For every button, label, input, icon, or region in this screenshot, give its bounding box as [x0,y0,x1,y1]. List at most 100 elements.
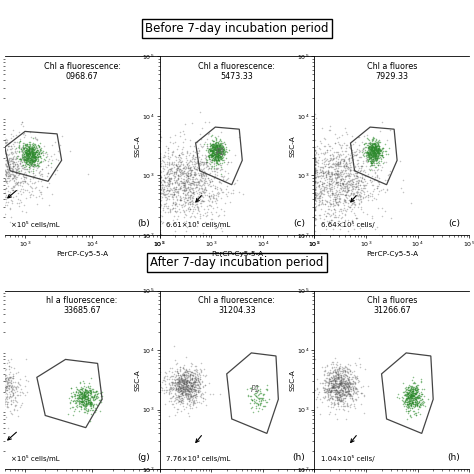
Point [191,201,199,209]
Point [219,147,226,155]
Point [25,147,33,155]
Point [56,141,64,148]
Point [80,397,87,405]
Point [172,193,180,201]
Point [156,179,164,187]
Point [353,374,361,382]
Point [5,192,12,200]
Point [185,395,193,403]
Point [23,158,31,166]
Point [217,148,225,155]
Point [353,384,360,392]
Point [4,376,12,384]
Point [346,172,353,179]
Point [14,383,22,390]
Point [344,388,352,396]
Point [0,386,6,394]
Point [185,179,193,186]
Point [194,386,201,393]
Point [336,207,343,215]
Point [156,155,164,163]
Point [20,165,27,173]
Point [86,400,94,408]
Point [210,150,218,158]
Point [411,398,419,406]
Point [197,177,205,184]
Point [9,172,17,179]
Point [408,390,415,398]
Point [173,168,180,176]
Point [183,378,191,385]
Point [2,171,9,179]
Point [37,177,45,185]
Point [212,152,219,159]
Point [412,409,419,417]
Point [340,370,348,378]
Point [333,162,340,169]
Point [26,152,33,160]
Point [27,160,34,167]
Point [408,390,416,397]
Point [2,374,9,382]
Point [203,142,210,149]
Point [190,158,198,165]
Point [88,392,96,400]
Point [404,394,411,402]
Point [367,145,374,153]
Point [92,387,100,395]
Point [194,376,201,384]
Point [316,192,323,200]
Point [2,169,9,177]
Point [336,395,343,402]
Point [0,168,1,175]
Point [22,152,29,159]
Point [328,169,336,176]
Point [319,182,327,190]
Point [191,374,199,381]
Point [369,157,377,165]
Point [357,383,365,390]
Point [351,373,358,381]
Point [328,383,336,391]
Point [350,172,358,180]
Point [86,394,93,401]
Point [2,171,9,178]
Point [0,152,1,160]
Point [328,150,336,158]
Point [174,380,182,387]
Point [334,371,341,378]
Point [172,379,179,386]
Point [337,378,345,386]
Point [365,145,373,153]
Point [255,401,262,409]
Point [207,132,215,140]
Point [174,384,182,392]
Point [256,385,264,393]
Point [173,156,180,164]
Point [311,231,319,238]
Point [0,194,1,201]
Point [374,137,382,145]
Point [333,377,341,384]
Point [204,151,212,158]
Point [170,392,177,400]
Point [0,381,1,388]
Point [341,231,349,238]
Point [23,179,31,186]
Point [337,397,345,405]
Point [192,178,200,185]
Point [345,203,352,210]
Point [19,130,27,137]
Point [156,157,164,165]
Point [372,142,379,150]
Point [180,388,188,395]
Point [215,156,222,164]
Point [181,178,188,185]
Point [187,387,194,395]
Point [9,159,16,166]
Point [19,164,27,172]
Point [22,144,30,152]
Point [374,149,382,156]
Point [27,156,34,164]
Point [191,370,199,378]
